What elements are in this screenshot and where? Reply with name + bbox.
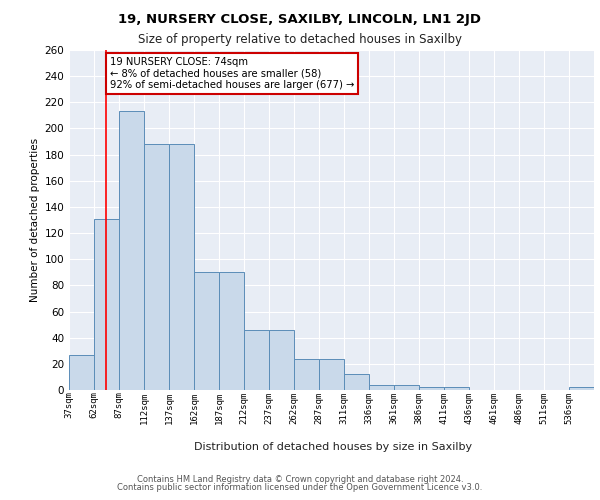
Bar [194,272,219,390]
Text: 19 NURSERY CLOSE: 74sqm
← 8% of detached houses are smaller (58)
92% of semi-det: 19 NURSERY CLOSE: 74sqm ← 8% of detached… [110,56,355,90]
Bar [219,272,244,390]
Bar [419,388,444,390]
Bar [444,388,469,390]
Text: 19, NURSERY CLOSE, SAXILBY, LINCOLN, LN1 2JD: 19, NURSERY CLOSE, SAXILBY, LINCOLN, LN1… [119,12,482,26]
Bar [119,112,144,390]
Bar [169,144,194,390]
Bar [69,354,94,390]
Bar [244,330,269,390]
Bar [319,358,344,390]
Text: Distribution of detached houses by size in Saxilby: Distribution of detached houses by size … [194,442,472,452]
Bar [394,385,419,390]
Bar [294,358,319,390]
Bar [269,330,294,390]
Bar [94,218,119,390]
Bar [369,385,394,390]
Text: Contains public sector information licensed under the Open Government Licence v3: Contains public sector information licen… [118,484,482,492]
Text: Size of property relative to detached houses in Saxilby: Size of property relative to detached ho… [138,32,462,46]
Text: Contains HM Land Registry data © Crown copyright and database right 2024.: Contains HM Land Registry data © Crown c… [137,475,463,484]
Bar [144,144,169,390]
Bar [569,388,594,390]
Y-axis label: Number of detached properties: Number of detached properties [30,138,40,302]
Bar [344,374,369,390]
